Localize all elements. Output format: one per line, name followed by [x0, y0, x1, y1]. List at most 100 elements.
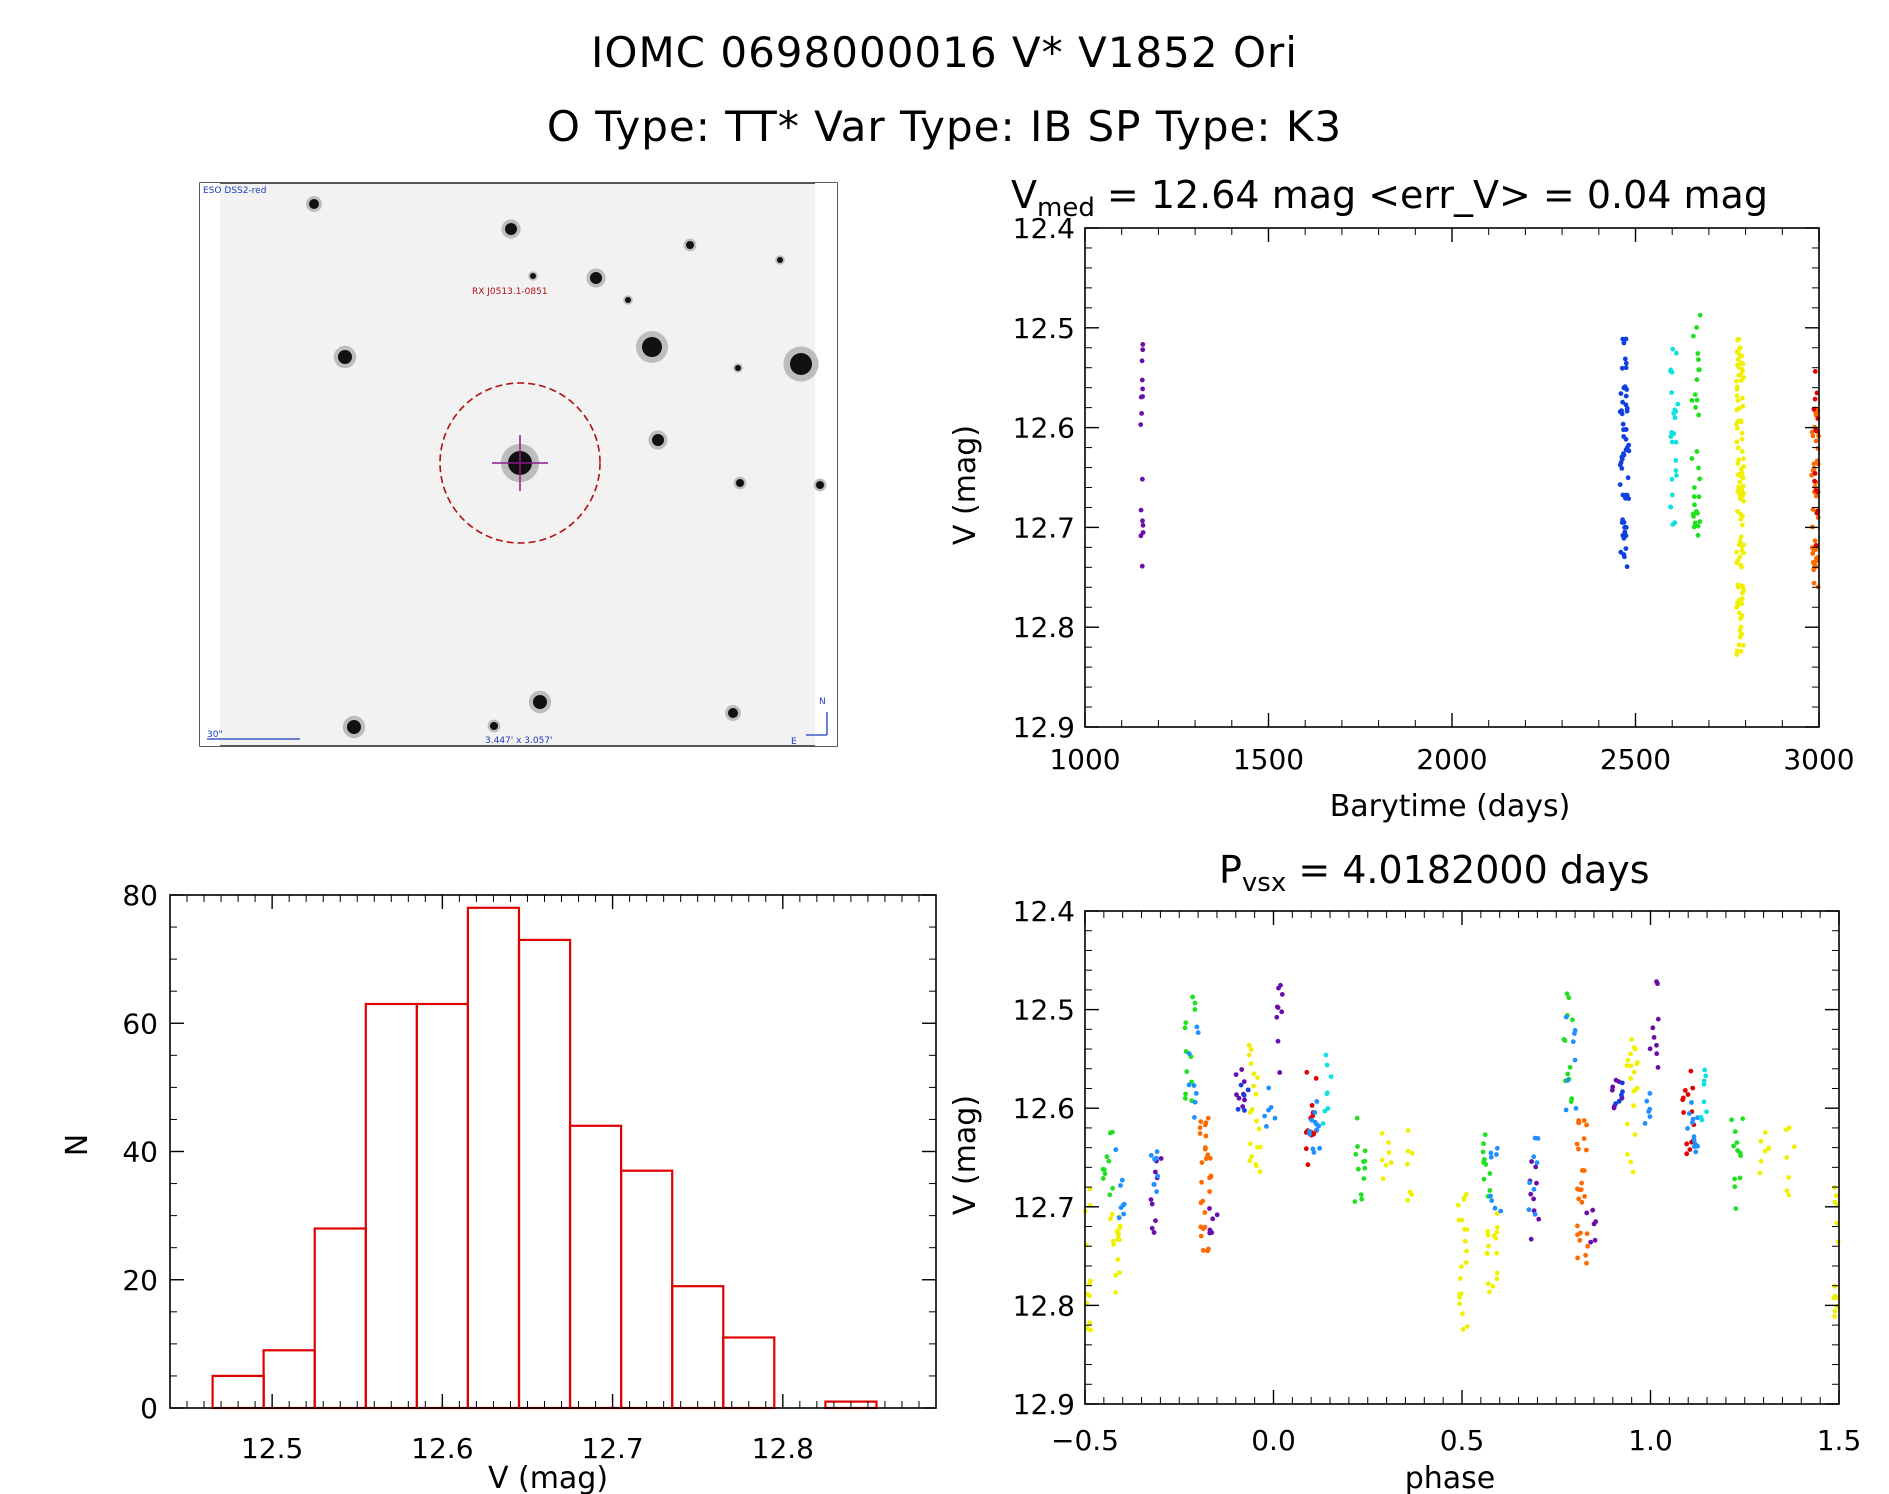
ph-point: [1184, 1069, 1190, 1074]
ph-point: [1152, 1156, 1157, 1162]
ph-point: [1460, 1327, 1466, 1332]
lc-point: [1623, 427, 1629, 432]
ph-point: [1624, 1121, 1630, 1127]
ph-point: [1693, 1149, 1699, 1155]
y-tick-label: 12.8: [1013, 611, 1075, 644]
ph-point: [1313, 1076, 1319, 1081]
ph-point: [1488, 1193, 1493, 1199]
ph-point: [1732, 1129, 1738, 1134]
ph-point: [1324, 1091, 1330, 1097]
ph-point: [1634, 1060, 1640, 1065]
star: [625, 297, 631, 303]
star: [642, 337, 662, 357]
ph-point: [1110, 1185, 1115, 1191]
ph-point: [1245, 1087, 1251, 1093]
ph-point: [1182, 1095, 1188, 1101]
ph-point: [1487, 1171, 1493, 1176]
x-tick-label: 0.5: [1440, 1424, 1485, 1457]
lc-point: [1739, 367, 1745, 372]
lc-point: [1813, 543, 1819, 548]
ph-point: [1405, 1128, 1411, 1133]
lc-point: [1735, 472, 1741, 478]
ph-point: [1115, 1237, 1121, 1242]
ph-point: [1654, 1042, 1659, 1048]
lc-point: [1694, 397, 1700, 403]
ph-point: [1654, 1051, 1660, 1057]
ph-point: [1084, 1325, 1090, 1331]
ph-point: [1464, 1248, 1469, 1254]
ph-point: [1266, 1107, 1271, 1113]
lc-point: [1617, 482, 1623, 487]
ph-point: [1565, 1071, 1571, 1077]
ph-point: [1703, 1073, 1709, 1079]
ph-point: [1566, 995, 1572, 1001]
ph-point: [1241, 1092, 1247, 1098]
star: [736, 479, 744, 487]
lc-point: [1739, 449, 1745, 454]
lc-point: [1736, 457, 1742, 463]
ph-point: [1574, 1141, 1580, 1147]
ph-point: [1277, 1070, 1283, 1075]
ph-point: [1655, 1016, 1661, 1022]
lc-point: [1674, 473, 1679, 478]
ph-point: [1109, 1211, 1115, 1217]
lc-point: [1623, 447, 1629, 453]
ph-point: [1494, 1276, 1500, 1282]
ph-point: [1405, 1197, 1411, 1203]
x-tick-label: 12.7: [581, 1432, 643, 1465]
ph-point: [1588, 1239, 1594, 1245]
ph-point: [1533, 1164, 1539, 1170]
ph-point: [1484, 1250, 1490, 1256]
lc-point: [1693, 405, 1698, 410]
ph-point: [1233, 1072, 1239, 1077]
ph-point: [1198, 1233, 1204, 1239]
y-tick-label: 12.5: [1013, 994, 1075, 1027]
lc-point: [1140, 476, 1145, 482]
target-aperture-circle: [439, 382, 601, 544]
ph-point: [1687, 1147, 1693, 1152]
lc-point: [1673, 468, 1679, 473]
ph-point: [1088, 1278, 1093, 1284]
hist-ylabel: N: [60, 1134, 95, 1156]
ph-point: [1576, 1120, 1581, 1126]
ph-point: [1253, 1162, 1259, 1167]
lc-point: [1675, 401, 1681, 407]
ph-point: [1117, 1270, 1122, 1275]
compass-east-label: E: [791, 737, 797, 747]
lc-point: [1692, 520, 1698, 526]
ph-point: [1579, 1199, 1585, 1205]
ph-point: [1485, 1229, 1490, 1234]
lc-point: [1813, 488, 1819, 493]
ph-point: [1200, 1226, 1206, 1232]
ph-point: [1121, 1211, 1126, 1217]
ph-point: [1625, 1152, 1630, 1157]
lc-point: [1624, 408, 1630, 414]
lc-point: [1694, 325, 1699, 330]
star: [533, 695, 547, 709]
ph-point: [1529, 1159, 1534, 1164]
histogram-bar: [568, 1124, 623, 1410]
ph-point: [1561, 1037, 1567, 1042]
ph-point: [1106, 1158, 1112, 1164]
ph-point: [1182, 1025, 1188, 1031]
star: [790, 353, 812, 375]
lc-point: [1738, 562, 1744, 568]
ph-point: [1490, 1283, 1496, 1289]
ph-point: [1685, 1126, 1690, 1131]
ph-point: [1354, 1115, 1360, 1121]
ph-point: [1832, 1314, 1837, 1319]
finder-image-panel: ESO DSS2-red RX J0513.1-0851 30" 3.447' …: [199, 182, 838, 747]
lc-point: [1736, 357, 1741, 362]
lc-point: [1624, 564, 1630, 570]
ph-point: [1459, 1264, 1464, 1270]
ph-xlabel: phase: [1405, 1461, 1496, 1494]
lc-point: [1618, 391, 1624, 396]
ph-point: [1386, 1140, 1391, 1145]
ph-point: [1153, 1218, 1158, 1224]
lc-point: [1739, 613, 1745, 619]
lc-point: [1694, 377, 1700, 383]
ph-point: [1207, 1230, 1213, 1236]
ph-point: [1235, 1106, 1241, 1112]
lc-point: [1738, 534, 1744, 540]
ph-point: [1192, 1007, 1198, 1012]
